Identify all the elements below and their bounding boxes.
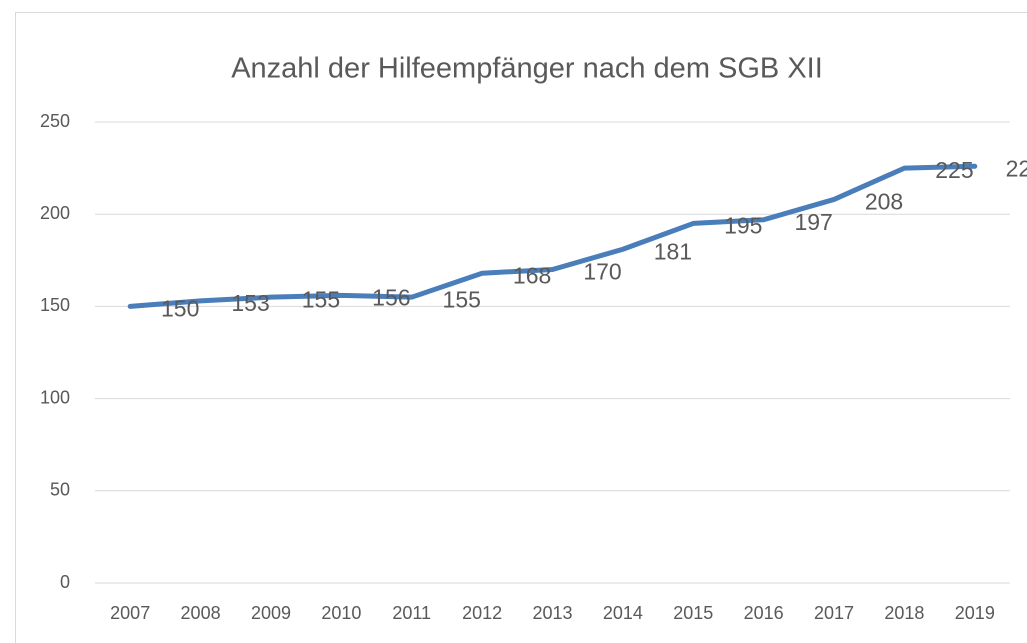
x-tick-label: 2019 bbox=[955, 603, 995, 623]
data-label: 195 bbox=[724, 212, 762, 238]
data-label: 197 bbox=[794, 209, 832, 235]
y-tick-label: 250 bbox=[40, 111, 70, 131]
y-tick-label: 150 bbox=[40, 295, 70, 315]
x-tick-label: 2015 bbox=[673, 603, 713, 623]
x-tick-label: 2012 bbox=[462, 603, 502, 623]
data-label: 155 bbox=[302, 286, 340, 312]
x-tick-label: 2009 bbox=[251, 603, 291, 623]
x-tick-label: 2018 bbox=[884, 603, 924, 623]
data-label: 168 bbox=[513, 262, 551, 288]
data-label: 153 bbox=[231, 290, 269, 316]
data-label: 225 bbox=[935, 157, 973, 183]
data-label: 208 bbox=[865, 189, 903, 215]
y-tick-label: 0 bbox=[60, 572, 70, 592]
x-tick-label: 2016 bbox=[744, 603, 784, 623]
x-tick-label: 2007 bbox=[110, 603, 150, 623]
data-label: 150 bbox=[161, 295, 199, 321]
data-label: 155 bbox=[443, 286, 481, 312]
chart-frame bbox=[15, 12, 1027, 643]
x-tick-label: 2011 bbox=[392, 603, 431, 623]
data-label: 181 bbox=[654, 238, 692, 264]
x-tick-label: 2017 bbox=[814, 603, 854, 623]
data-label: 156 bbox=[372, 284, 410, 310]
y-tick-label: 100 bbox=[40, 387, 70, 407]
data-label: 170 bbox=[583, 259, 621, 285]
y-tick-label: 200 bbox=[40, 203, 70, 223]
data-label: 226 bbox=[1006, 155, 1027, 181]
chart-title: Anzahl der Hilfeempfänger nach dem SGB X… bbox=[231, 53, 823, 85]
x-tick-label: 2010 bbox=[321, 603, 361, 623]
data-line bbox=[127, 163, 978, 309]
x-tick-label: 2008 bbox=[181, 603, 221, 623]
x-tick-label: 2013 bbox=[532, 603, 572, 623]
y-tick-label: 50 bbox=[50, 480, 70, 500]
x-tick-label: 2014 bbox=[603, 603, 643, 623]
